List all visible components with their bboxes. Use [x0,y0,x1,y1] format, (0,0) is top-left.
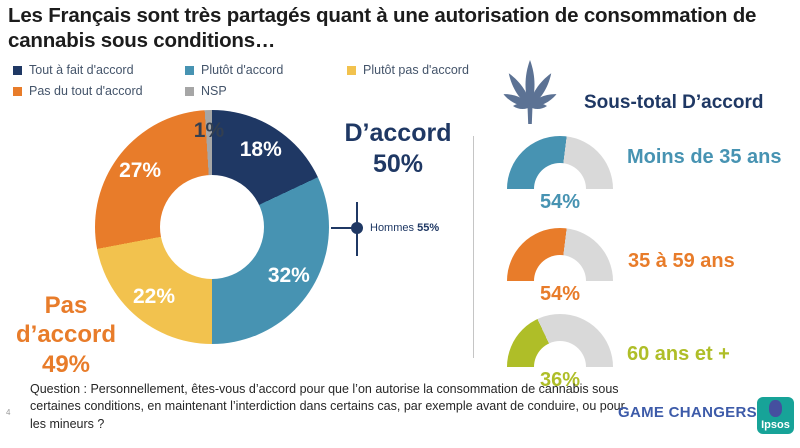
question-text: Question : Personnellement, êtes-vous d’… [30,382,625,431]
ipsos-logo: Ipsos [757,397,794,434]
callout-disagree: Pas d’accord 49% [2,291,130,379]
callout-agree-value: 50% [372,149,424,178]
gauge-35-a-59-ans [507,228,613,281]
donut-slice-label: 32% [267,263,310,287]
page-number: 4 [6,408,11,417]
donut-hole [160,175,264,279]
donut-slice-label: 22% [132,285,175,309]
legend-item: NSP [185,84,347,98]
legend-label: Pas du tout d'accord [29,84,143,98]
callout-agree-label: D’accord [344,119,452,147]
legend-item: Plutôt pas d'accord [347,63,469,77]
callout-agree: D’accord 50% [336,118,460,179]
annotation-marker-dot [351,222,363,234]
legend-label: Tout à fait d'accord [29,63,134,77]
legend-label: NSP [201,84,227,98]
legend-item: Pas du tout d'accord [13,84,185,98]
callout-disagree-label: Pas d’accord [15,292,117,349]
callout-disagree-value: 49% [41,350,91,378]
gauge-moins-de-35-ans [507,136,613,189]
gauge-label: 35 à 59 ans [628,250,735,272]
vertical-divider [473,136,474,358]
legend-swatch-icon [347,65,356,75]
donut-chart: 18% 32% 22% 27% 1% [95,110,329,344]
legend-swatch-icon [13,65,22,75]
gauge-label: Moins de 35 ans [627,146,782,168]
gauge-value: 54% [539,191,581,213]
ipsos-logo-blob-icon [769,400,782,417]
ipsos-logo-text: Ipsos [761,419,790,431]
slide-title: Les Français sont très partagés quant à … [8,4,757,52]
gauge-label: 60 ans et + [627,343,730,365]
subtotal-title: Sous-total D’accord [584,92,764,113]
legend-swatch-icon [185,65,194,75]
annotation-leader-line [331,227,353,229]
legend-label: Plutôt d'accord [201,63,284,77]
legend-item: Tout à fait d'accord [13,63,185,77]
chart-legend: Tout à fait d'accord Plutôt d'accord Plu… [13,63,469,98]
legend-swatch-icon [185,86,194,96]
donut-slice-label: 27% [119,159,162,183]
annotation-hommes: Hommes 55% [370,222,439,234]
annotation-hommes-value: 55% [417,222,440,234]
gauge-value: 54% [539,283,581,305]
game-changers-wordmark: GAME CHANGERS [618,404,757,421]
gauge-value: 36% [539,369,581,391]
cannabis-leaf-icon [503,60,557,124]
legend-swatch-icon [13,86,22,96]
donut-slice-label: 1% [193,119,225,143]
annotation-hommes-label: Hommes [370,222,415,234]
legend-item: Plutôt d'accord [185,63,347,77]
donut-slice-label: 18% [239,138,282,162]
gauge-60-ans-et-plus [507,314,613,367]
legend-label: Plutôt pas d'accord [363,63,469,77]
